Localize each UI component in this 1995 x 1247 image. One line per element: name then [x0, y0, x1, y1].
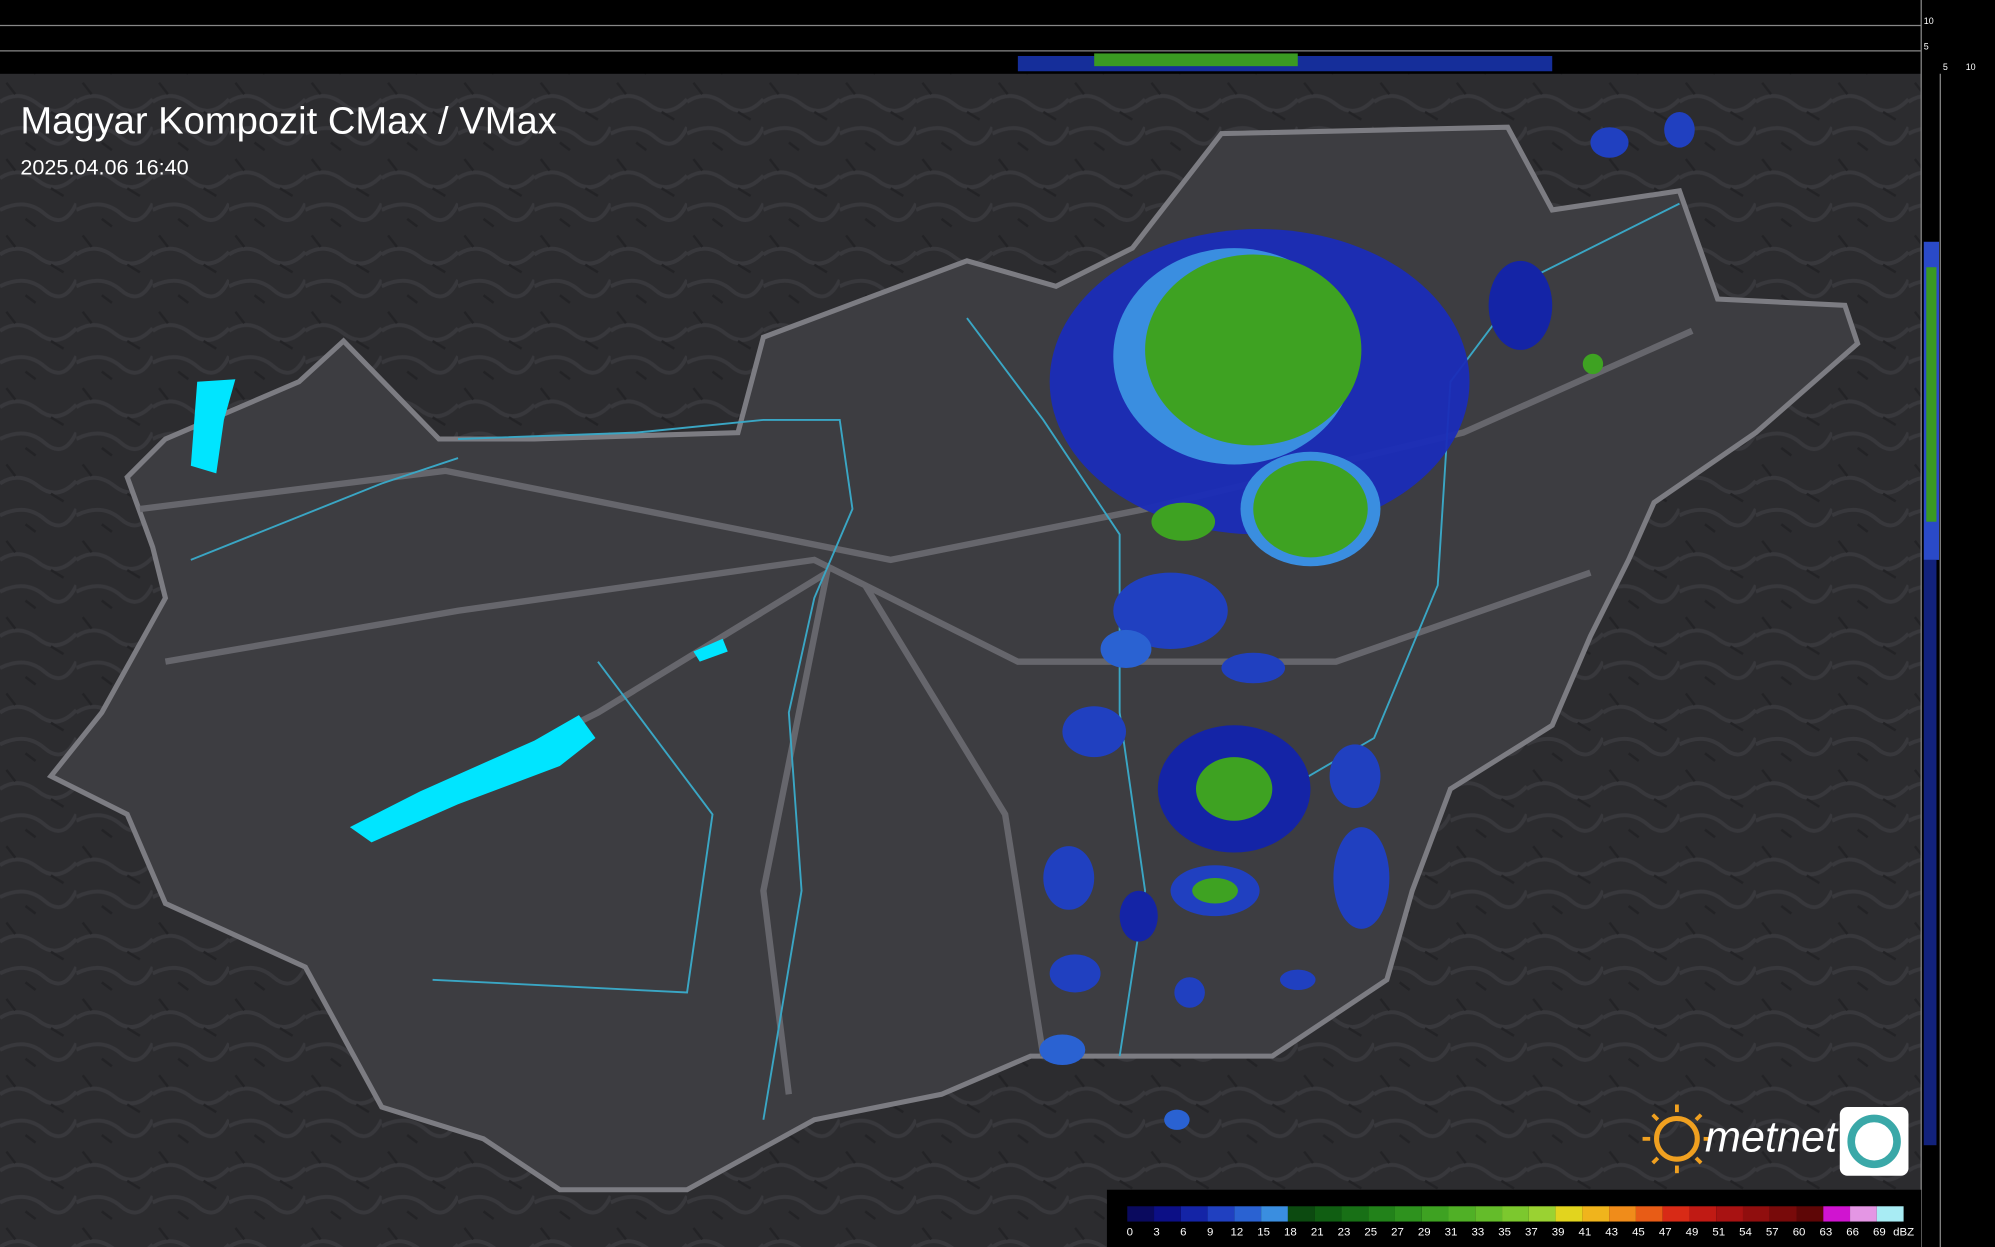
legend-label: 0 [1127, 1227, 1133, 1239]
legend-swatch [1796, 1206, 1824, 1222]
legend-swatch [1127, 1206, 1155, 1222]
legend-swatch [1635, 1206, 1663, 1222]
strip-echo [1094, 53, 1298, 67]
side-echo [1923, 559, 1937, 1146]
legend-label: 25 [1364, 1227, 1377, 1239]
side-echo [1926, 267, 1937, 522]
legend-swatch [1475, 1206, 1503, 1222]
side-label: 5 [1924, 42, 1929, 52]
legend-swatch [1207, 1206, 1235, 1222]
legend-swatch [1609, 1206, 1636, 1222]
logo-text: metnet [1705, 1114, 1839, 1162]
legend-swatch [1742, 1206, 1770, 1222]
lake-velence [693, 638, 728, 662]
legend-swatch [1689, 1206, 1717, 1222]
side-label: 10 [1966, 62, 1976, 72]
legend-label: 6 [1180, 1227, 1186, 1239]
legend-swatch [1823, 1206, 1851, 1222]
legend-swatch [1261, 1206, 1288, 1222]
legend-label: 35 [1498, 1227, 1511, 1239]
logo: metnet [1642, 1104, 1909, 1176]
legend-label: 57 [1766, 1227, 1779, 1239]
legend-swatch [1234, 1206, 1262, 1222]
legend-label: 60 [1793, 1227, 1806, 1239]
legend-label: 23 [1338, 1227, 1351, 1239]
legend-swatch [1421, 1206, 1449, 1222]
side-label: 10 [1924, 16, 1934, 26]
legend-label: 12 [1231, 1227, 1244, 1239]
legend-label: 33 [1471, 1227, 1484, 1239]
legend-label: 43 [1605, 1227, 1618, 1239]
legend-swatch [1850, 1206, 1877, 1222]
legend-unit: dBZ [1893, 1227, 1914, 1239]
legend-label: 18 [1284, 1227, 1297, 1239]
legend-swatch [1341, 1206, 1369, 1222]
side-label: 5 [1943, 62, 1948, 72]
legend-label: 49 [1686, 1227, 1699, 1239]
legend-label: 31 [1445, 1227, 1458, 1239]
legend-swatch [1716, 1206, 1743, 1222]
timestamp: 2025.04.06 16:40 [20, 154, 188, 179]
legend-swatch [1368, 1206, 1395, 1222]
legend-label: 9 [1207, 1227, 1213, 1239]
legend-swatch [1154, 1206, 1181, 1222]
legend-swatch [1662, 1206, 1690, 1222]
legend-label: 29 [1418, 1227, 1431, 1239]
legend-swatch [1314, 1206, 1342, 1222]
legend-swatch [1180, 1206, 1208, 1222]
legend-swatch [1769, 1206, 1797, 1222]
legend-label: 41 [1579, 1227, 1592, 1239]
legend-label: 37 [1525, 1227, 1538, 1239]
legend-label: 39 [1552, 1227, 1565, 1239]
legend-label: 27 [1391, 1227, 1404, 1239]
legend-swatch [1876, 1206, 1904, 1222]
legend-swatch [1582, 1206, 1610, 1222]
legend-swatch [1502, 1206, 1529, 1222]
lake-ferto [190, 379, 236, 474]
legend-swatch [1287, 1206, 1315, 1222]
legend-label: 63 [1819, 1227, 1832, 1239]
legend-label: 45 [1632, 1227, 1645, 1239]
legend: 0 3 6 9 12 15 18 21 23 25 27 29 31 33 35 37 39 41 43 45 47 49… [1127, 1206, 1914, 1239]
lake-balaton [349, 715, 596, 843]
legend-swatch [1394, 1206, 1422, 1222]
legend-swatch [1555, 1206, 1583, 1222]
title: Magyar Kompozit CMax / VMax [20, 100, 556, 143]
legend-label: 54 [1739, 1227, 1752, 1239]
legend-label: 66 [1846, 1227, 1859, 1239]
legend-label: 47 [1659, 1227, 1672, 1239]
legend-swatch [1448, 1206, 1476, 1222]
legend-label: 69 [1873, 1227, 1886, 1239]
top-strip [0, 0, 1922, 74]
legend-label: 15 [1257, 1227, 1270, 1239]
legend-label: 21 [1311, 1227, 1324, 1239]
legend-swatch [1528, 1206, 1556, 1222]
radar-echoes [1039, 111, 1695, 1130]
legend-label: 51 [1712, 1227, 1725, 1239]
legend-label: 3 [1153, 1227, 1159, 1239]
